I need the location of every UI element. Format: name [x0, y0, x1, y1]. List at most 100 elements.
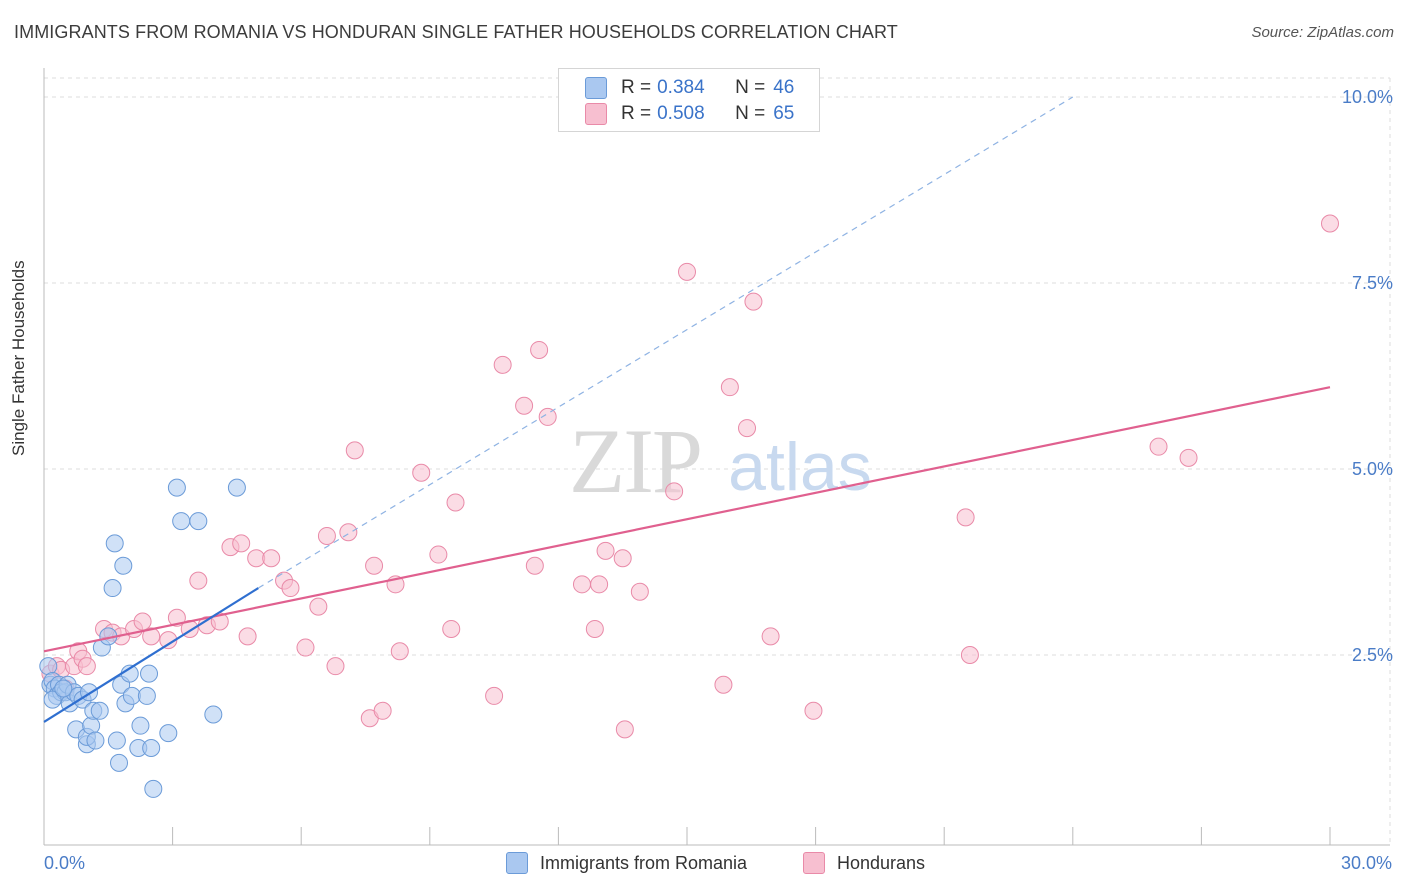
romania-point: [82, 716, 101, 735]
romania-point: [167, 478, 186, 497]
romania-point: [131, 716, 150, 735]
honduran-point: [960, 646, 979, 664]
honduran-point: [296, 638, 315, 657]
x-tick-label: 30.0%: [1341, 853, 1392, 873]
honduran-point: [262, 549, 281, 568]
romania-point: [159, 724, 178, 743]
honduran-point: [678, 262, 696, 281]
chart-title: IMMIGRANTS FROM ROMANIA VS HONDURAN SING…: [14, 22, 898, 42]
legend-item-hondurans[interactable]: Hondurans: [803, 852, 925, 874]
legend-row-hondurans: R = 0.508 N = 65: [585, 102, 794, 126]
honduran-point: [530, 340, 549, 359]
honduran-point: [585, 619, 604, 638]
honduran-point: [412, 463, 431, 482]
honduran-point: [738, 419, 757, 438]
honduran-point: [485, 686, 504, 705]
watermark: ZIP atlas: [569, 410, 872, 512]
y-tick-label: 2.5%: [1352, 645, 1393, 665]
honduran-point: [1149, 437, 1168, 456]
honduran-point: [538, 407, 557, 426]
romania-point: [114, 556, 133, 575]
honduran-point: [133, 612, 152, 631]
romania-point: [105, 534, 124, 553]
honduran-point: [493, 355, 512, 374]
romania-point: [144, 779, 163, 798]
honduran-point: [317, 526, 336, 545]
honduran-trend-line: [43, 386, 1331, 653]
romania-point: [189, 512, 208, 531]
romania-point: [122, 686, 141, 705]
honduran-point: [665, 482, 684, 501]
legend-n-label: N =: [735, 77, 766, 98]
honduran-point: [714, 675, 733, 694]
source-credit: Source: ZipAtlas.com: [1251, 24, 1394, 41]
honduran-point: [281, 579, 300, 598]
legend-n-value-hondurans: 65: [773, 103, 795, 124]
honduran-point: [515, 396, 534, 415]
romania-point: [39, 657, 58, 676]
honduran-point: [232, 534, 251, 553]
romania-point: [103, 579, 122, 598]
trend-lines: [43, 96, 1331, 723]
honduran-point: [77, 657, 96, 676]
romania-point: [54, 679, 73, 698]
honduran-point: [142, 627, 161, 646]
romania-point: [142, 739, 161, 757]
romania-point: [107, 731, 126, 750]
romania-point: [43, 690, 62, 709]
y-axis-label: Single Father Households: [9, 260, 28, 456]
honduran-point: [442, 619, 461, 638]
honduran-point: [572, 575, 591, 594]
legend-label-hondurans: Hondurans: [837, 852, 926, 873]
honduran-point: [189, 571, 208, 590]
legend-swatch-hondurans: [803, 852, 825, 874]
honduran-point: [1179, 448, 1198, 467]
honduran-point: [365, 556, 384, 575]
legend-n-label: N =: [735, 103, 766, 124]
honduran-point: [429, 545, 448, 564]
y-tick-labels: 2.5% 5.0% 7.5% 10.0%: [1342, 87, 1393, 665]
romania-point: [90, 701, 109, 720]
honduran-point: [309, 597, 328, 616]
legend-r-label: R =: [621, 103, 652, 124]
honduran-point: [238, 627, 257, 646]
y-tick-label: 5.0%: [1352, 459, 1393, 479]
watermark-atlas: atlas: [728, 429, 872, 505]
x-tick-labels: 0.0% 30.0%: [44, 853, 1392, 873]
honduran-point: [613, 549, 632, 568]
romania-point: [110, 753, 129, 772]
honduran-point: [590, 575, 609, 594]
axes: [43, 68, 1390, 846]
series-legend: Immigrants from Romania Hondurans: [0, 852, 1406, 878]
honduran-point: [615, 720, 634, 739]
romania-point: [227, 478, 246, 497]
legend-swatch-romania: [585, 77, 607, 99]
honduran-point: [720, 378, 739, 397]
honduran-point: [525, 556, 544, 575]
honduran-point: [630, 582, 649, 601]
romania-point: [172, 512, 191, 531]
honduran-point: [339, 523, 358, 542]
romania-point: [86, 731, 105, 750]
hondurans-points: [41, 214, 1339, 739]
legend-r-value-romania: 0.384: [657, 77, 705, 98]
honduran-point: [744, 292, 763, 311]
honduran-point: [804, 701, 823, 720]
y-tick-label: 7.5%: [1352, 273, 1393, 293]
legend-n-value-romania: 46: [773, 77, 795, 98]
honduran-point: [390, 642, 409, 661]
romania-point: [137, 686, 156, 705]
romania-point: [204, 705, 223, 724]
x-tick-label: 0.0%: [44, 853, 85, 873]
honduran-point: [345, 441, 364, 460]
legend-swatch-romania: [506, 852, 528, 874]
romania-points: [39, 478, 246, 798]
honduran-point: [956, 508, 975, 527]
legend-swatch-hondurans: [585, 103, 607, 125]
honduran-point: [247, 549, 266, 568]
legend-item-romania[interactable]: Immigrants from Romania: [506, 852, 747, 874]
legend-r-label: R =: [621, 77, 652, 98]
honduran-point: [373, 701, 392, 720]
y-tick-label: 10.0%: [1342, 87, 1393, 107]
